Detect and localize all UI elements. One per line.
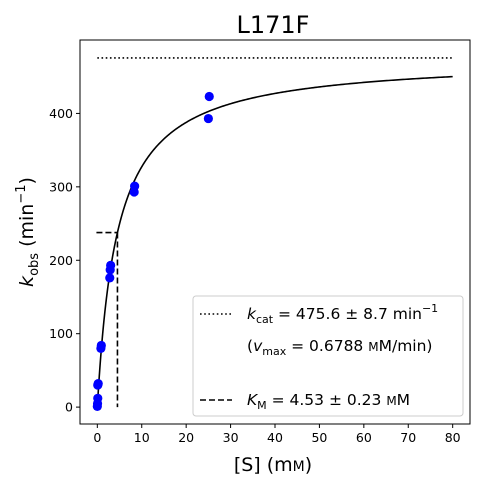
data-point [96,340,106,351]
chart-title: L171F [237,11,310,39]
x-tick-label: 70 [400,430,416,445]
data-point [130,181,140,191]
data-point [93,393,103,403]
y-tick-label: 100 [49,326,73,341]
x-tick-label: 40 [267,430,283,445]
legend: kcat = 475.6 ± 8.7 min−1 (vmax = 0.6788 M… [192,295,464,417]
data-point [93,379,103,389]
y-tick-label: 200 [49,253,73,268]
x-tick-label: 0 [93,430,101,445]
y-tick-label: 0 [65,400,73,415]
axis-layer: 0 10 20 30 40 50 60 70 80 0 100 200 300 400 [49,106,461,445]
y-tick-label: 400 [49,106,73,121]
data-point [204,91,214,102]
data-point [203,113,213,124]
legend-entry: (vmax = 0.6788 MM/min) [247,337,432,358]
fit-curve [96,75,453,408]
x-tick-label: 30 [223,430,239,445]
data-point [106,260,116,271]
x-axis-label: [S] (mM) [234,454,312,476]
x-tick-label: 50 [311,430,327,445]
x-tick-label: 80 [445,430,461,445]
plot-layer [92,57,453,411]
plot-frame [79,39,471,425]
x-tick-label: 20 [178,430,194,445]
legend-box [192,295,464,417]
legend-entry: KM = 4.53 ± 0.23 MM [247,391,410,412]
data-point [105,273,115,283]
legend-entry: kcat = 475.6 ± 8.7 min−1 [247,302,438,326]
y-axis-label: kobs (min−1) [14,177,42,287]
x-tick-label: 60 [356,430,372,445]
y-tick-label: 300 [49,179,73,194]
x-tick-label: 10 [134,430,150,445]
